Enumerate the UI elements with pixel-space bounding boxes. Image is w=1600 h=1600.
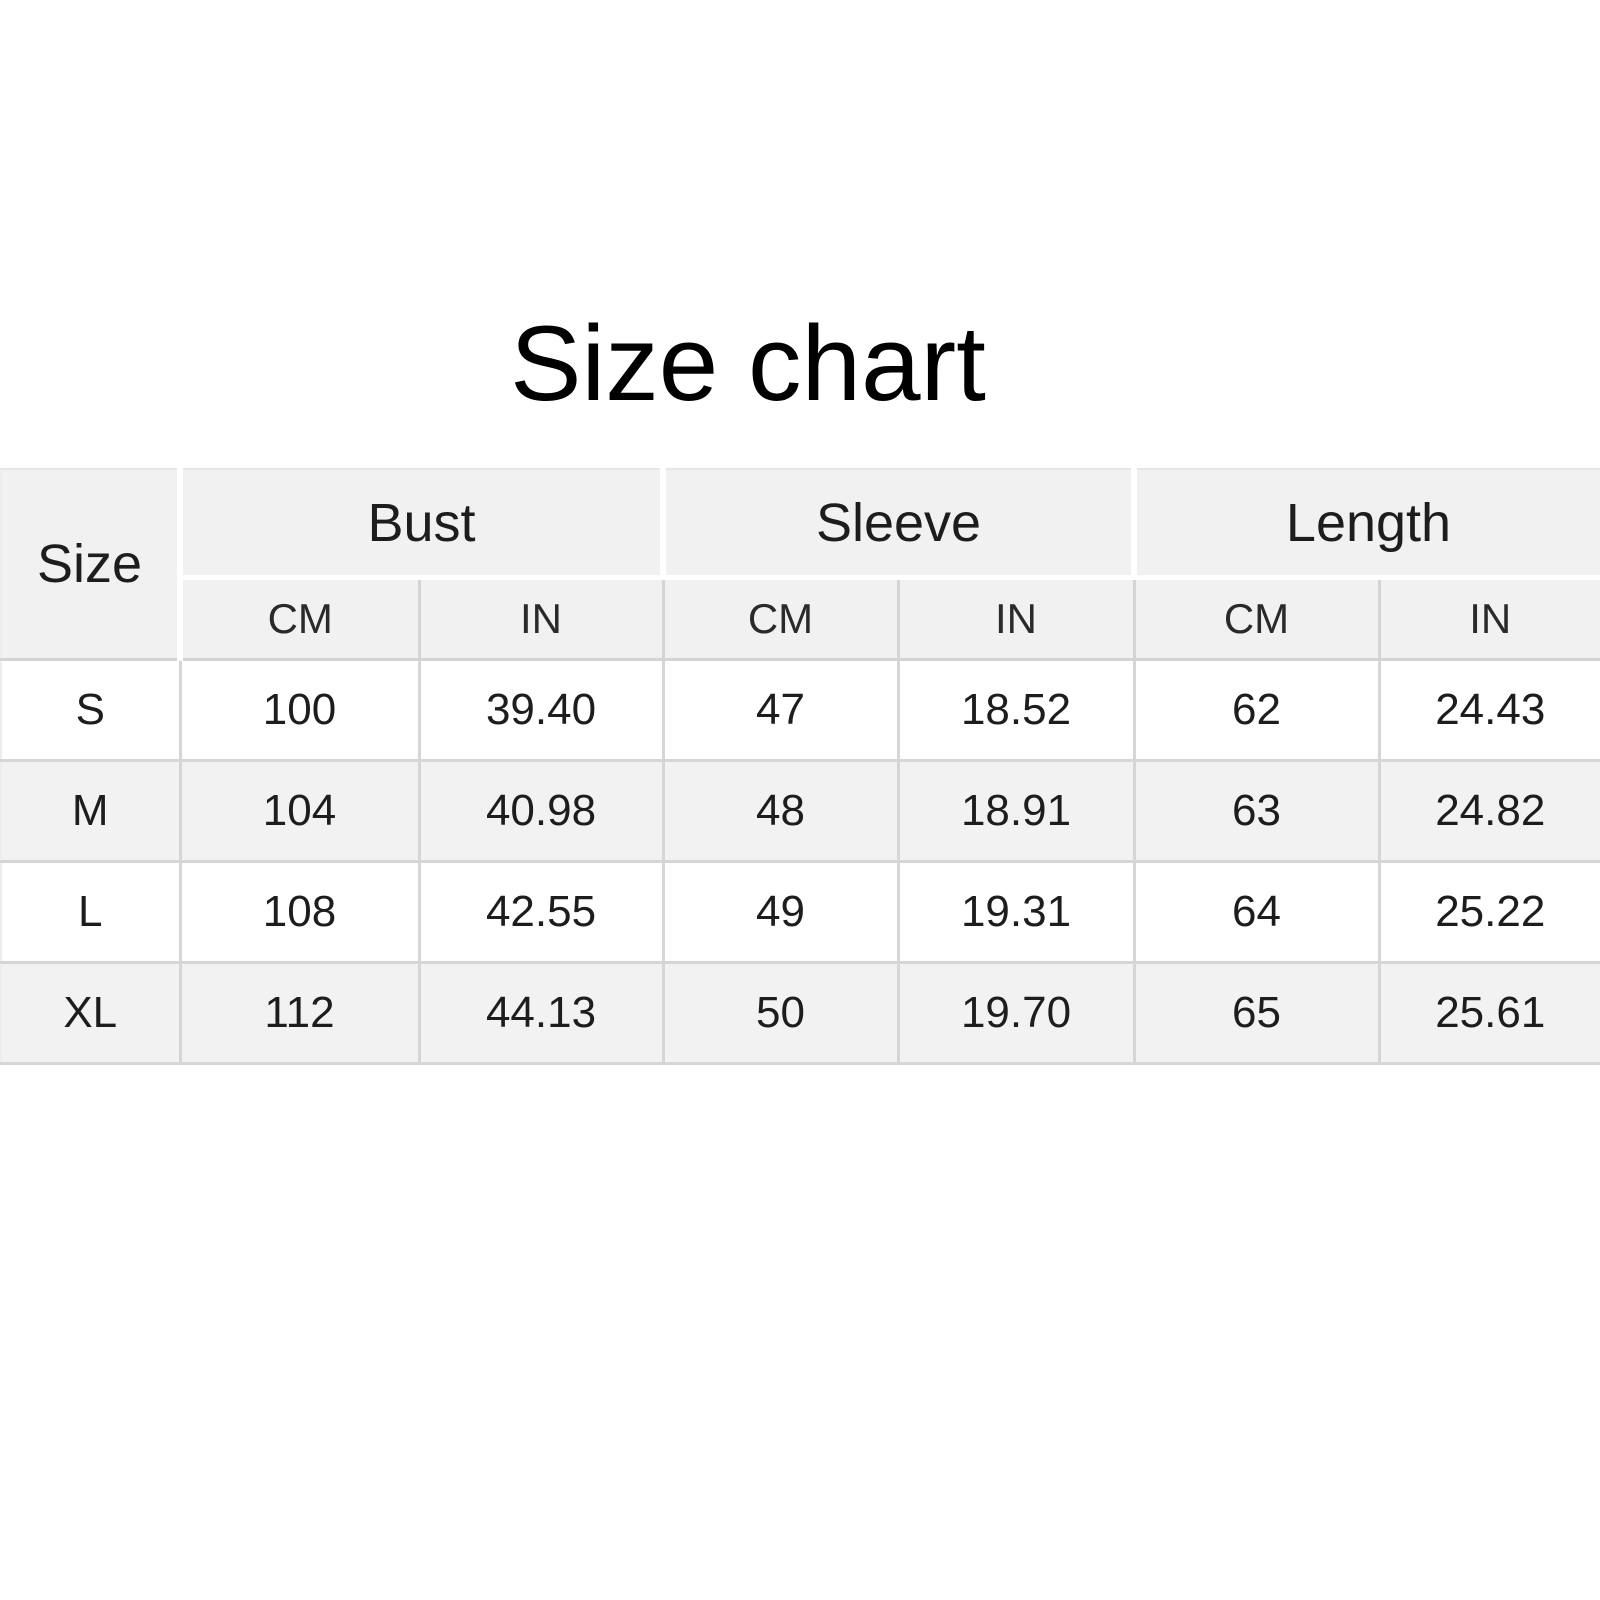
size-cell: XL [0,961,182,1065]
size-cell: L [0,860,182,964]
value-cell: 18.91 [896,759,1136,863]
group-header-bust: Bust [177,468,666,580]
table-row-xl: XL 112 44.13 50 19.70 65 25.61 [0,961,1600,1065]
size-chart-table: Size Bust Sleeve Length CM IN CM IN CM I… [0,468,1600,1065]
value-cell: 100 [178,658,421,762]
value-cell: 104 [178,759,421,863]
unit-header-sleeve-cm: CM [661,577,900,661]
value-cell: 47 [661,658,900,762]
value-cell: 25.22 [1377,860,1600,964]
value-cell: 48 [661,759,900,863]
size-cell: S [0,658,182,762]
unit-header-row: CM IN CM IN CM IN [1,577,1600,661]
group-header-row: Size Bust Sleeve Length [0,468,1600,661]
table-row-m: M 104 40.98 48 18.91 63 24.82 [0,759,1600,863]
group-header-length: Length [1130,468,1600,580]
group-header-sleeve: Sleeve [660,468,1137,580]
value-cell: 40.98 [417,759,665,863]
value-cell: 24.43 [1377,658,1600,762]
page-title: Size chart [510,303,986,423]
unit-header-bust-cm: CM [178,577,421,661]
size-cell: M [0,759,182,863]
value-cell: 65 [1132,961,1381,1065]
corner-header-size: Size [0,468,183,661]
unit-header-length-cm: CM [1132,577,1381,661]
value-cell: 39.40 [417,658,665,762]
value-cell: 18.52 [896,658,1136,762]
value-cell: 62 [1132,658,1381,762]
value-cell: 112 [178,961,421,1065]
table-row-l: L 108 42.55 49 19.31 64 25.22 [0,860,1600,964]
table-row-s: S 100 39.40 47 18.52 62 24.43 [0,658,1600,762]
value-cell: 44.13 [417,961,665,1065]
value-cell: 19.70 [896,961,1136,1065]
value-cell: 50 [661,961,900,1065]
value-cell: 63 [1132,759,1381,863]
value-cell: 25.61 [1377,961,1600,1065]
value-cell: 24.82 [1377,759,1600,863]
value-cell: 42.55 [417,860,665,964]
value-cell: 19.31 [896,860,1136,964]
value-cell: 64 [1132,860,1381,964]
unit-header-length-in: IN [1377,577,1600,661]
unit-header-sleeve-in: IN [896,577,1136,661]
value-cell: 49 [661,860,900,964]
unit-header-bust-in: IN [417,577,665,661]
value-cell: 108 [178,860,421,964]
